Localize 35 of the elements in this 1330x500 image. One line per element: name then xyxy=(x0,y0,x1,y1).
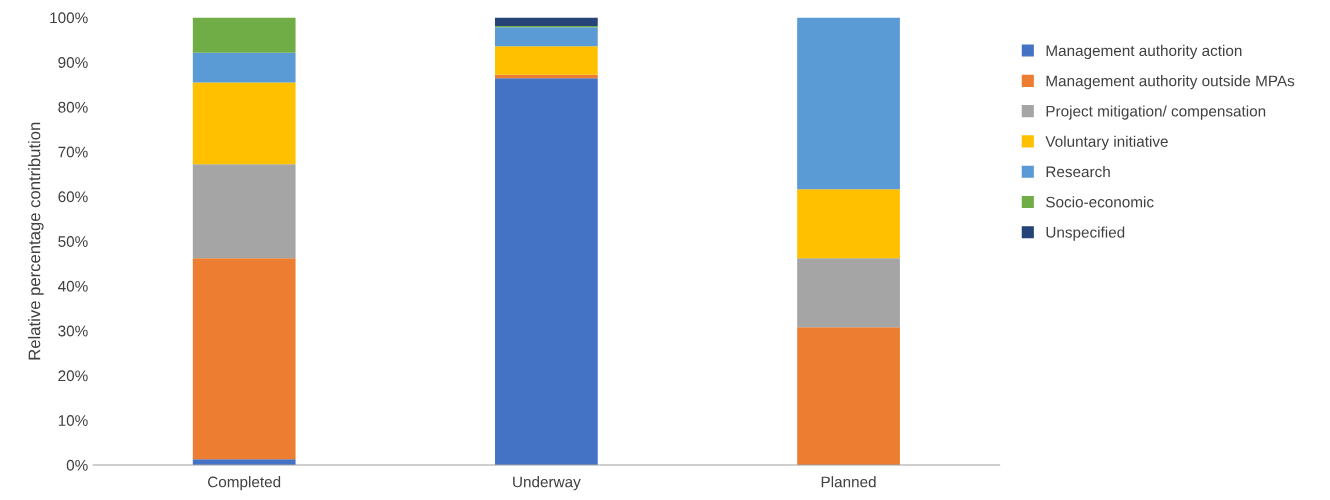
bar xyxy=(192,52,296,83)
legend-label: Management authority outside MPAs xyxy=(1046,75,1295,90)
bar xyxy=(192,82,296,165)
y-tick-label: 80% xyxy=(58,101,88,113)
bar xyxy=(797,258,900,328)
bar xyxy=(494,27,598,47)
bar xyxy=(192,164,296,259)
y-tick-label: 90% xyxy=(58,57,88,68)
bar xyxy=(192,258,296,460)
y-axis-title: Relative percentage contribution xyxy=(28,122,44,360)
y-tick-label: 20% xyxy=(58,370,88,382)
x-tick-label: Completed xyxy=(208,476,281,491)
bar xyxy=(797,189,900,259)
legend-label: Project mitigation/ compensation xyxy=(1046,105,1266,120)
bar xyxy=(494,46,598,75)
bar xyxy=(494,78,598,465)
y-tick-label: 10% xyxy=(58,415,88,426)
bar xyxy=(494,17,598,26)
y-tick-label: 100% xyxy=(50,12,88,24)
bar xyxy=(797,327,900,465)
legend-label: Unspecified xyxy=(1046,226,1125,241)
bar xyxy=(797,17,900,190)
legend-label: Socio-economic xyxy=(1046,196,1154,208)
y-tick-label: 30% xyxy=(58,325,88,337)
legend-label: Voluntary initiative xyxy=(1045,135,1168,150)
y-tick-label: 40% xyxy=(58,280,88,292)
y-tick-label: 60% xyxy=(58,191,88,203)
y-tick-label: 70% xyxy=(58,146,88,158)
bar xyxy=(192,17,296,53)
y-tick-label: 50% xyxy=(58,236,88,247)
legend-label: Research xyxy=(1046,165,1110,178)
legend-label: Management authority action xyxy=(1046,44,1242,60)
x-tick-label: Underway xyxy=(513,476,581,491)
x-tick-label: Planned xyxy=(821,476,876,488)
y-tick-label: 0% xyxy=(66,459,88,471)
